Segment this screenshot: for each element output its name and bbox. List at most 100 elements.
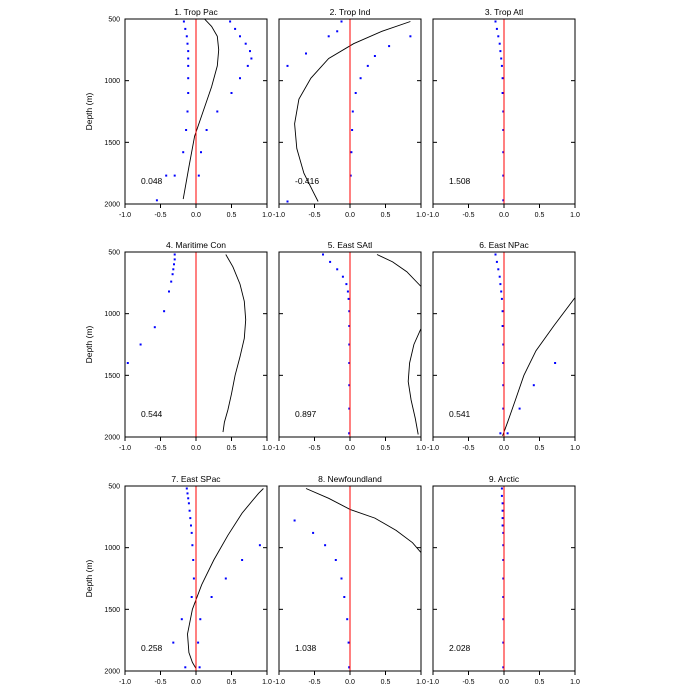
- panel-correlation-value: 0.544: [141, 409, 163, 419]
- data-point: [495, 260, 498, 263]
- data-point: [186, 492, 189, 495]
- y-tick-label: 1500: [104, 373, 120, 380]
- y-tick-label: 500: [108, 484, 120, 491]
- plot-area: [494, 252, 575, 437]
- data-point: [210, 596, 213, 598]
- x-tick-label: 0.5: [535, 445, 545, 452]
- x-tick-label: -1.0: [119, 679, 131, 686]
- chart-panel-7: 7. East SPac 0.258 -1.0 -0.5 0.0 0.5 1.0 500 100…: [84, 474, 272, 686]
- panel-title: 1. Trop Pac: [174, 7, 218, 17]
- chart-panel-9: 9. Arctic 2.028 -1.0 -0.5 0.0 0.5 1.0: [427, 474, 580, 686]
- data-point: [498, 275, 501, 278]
- data-point: [341, 275, 344, 278]
- data-point: [494, 253, 497, 256]
- data-point: [502, 343, 505, 346]
- data-point: [500, 487, 503, 490]
- profile-line: [222, 254, 247, 433]
- data-point: [351, 129, 354, 131]
- chart-panel-1: 1. Trop Pac 0.048 -1.0 -0.5 0.0 0.5 1.0 500 1000…: [84, 7, 272, 219]
- panel-title: 4. Maritime Con: [166, 240, 226, 250]
- data-point: [239, 35, 241, 38]
- data-point: [163, 310, 166, 313]
- data-point: [345, 283, 348, 286]
- data-point: [293, 519, 296, 522]
- data-point: [187, 497, 190, 500]
- data-point: [192, 559, 195, 561]
- x-tick-label: 0.5: [227, 212, 237, 219]
- y-tick-label: 500: [108, 250, 120, 257]
- data-point: [501, 502, 504, 505]
- x-tick-label: 0.5: [227, 445, 237, 452]
- data-point: [241, 559, 244, 561]
- data-point: [501, 524, 504, 527]
- y-tick-label: 500: [108, 17, 120, 24]
- y-tick-label: 2000: [104, 669, 120, 676]
- plot-area: [293, 486, 421, 671]
- profile-line: [187, 488, 264, 669]
- y-tick-label: 1500: [104, 140, 120, 147]
- x-tick-label: 0.0: [345, 445, 355, 452]
- data-point: [498, 42, 501, 45]
- x-tick-label: -1.0: [427, 212, 439, 219]
- plot-area: [155, 19, 253, 204]
- data-point: [327, 35, 330, 38]
- data-point: [351, 110, 354, 113]
- data-point: [184, 666, 187, 669]
- data-point: [172, 268, 175, 271]
- x-tick-label: 1.0: [570, 679, 580, 686]
- plot-area: [172, 486, 264, 671]
- x-tick-label: -0.5: [462, 445, 474, 452]
- plot-area: [322, 252, 421, 437]
- data-point: [224, 577, 227, 580]
- x-tick-label: 1.0: [262, 679, 272, 686]
- data-point: [366, 64, 369, 67]
- chart-panel-6: 6. East NPac 0.541 -1.0 -0.5 0.0 0.5 1.0: [427, 240, 580, 452]
- data-point: [348, 310, 351, 313]
- x-tick-label: 0.5: [381, 679, 391, 686]
- data-point: [329, 260, 332, 263]
- data-point: [494, 20, 497, 23]
- data-point: [506, 432, 509, 435]
- chart-panel-3: 3. Trop Atl 1.508 -1.0 -0.5 0.0 0.5 1.0: [427, 7, 580, 219]
- data-point: [497, 268, 500, 271]
- panel-correlation-value: -0.416: [295, 176, 319, 186]
- data-point: [187, 64, 190, 67]
- data-point: [187, 77, 190, 80]
- x-tick-label: -0.5: [154, 445, 166, 452]
- data-point: [286, 200, 289, 203]
- x-tick-label: -0.5: [462, 212, 474, 219]
- panel-title: 3. Trop Atl: [485, 7, 523, 17]
- panel-title: 8. Newfoundland: [318, 474, 382, 484]
- data-point: [190, 531, 193, 534]
- data-point: [500, 290, 503, 293]
- data-point: [139, 343, 142, 346]
- data-point: [199, 618, 202, 621]
- data-point: [500, 57, 503, 60]
- data-point: [185, 487, 188, 490]
- data-point: [340, 577, 343, 580]
- data-point: [502, 110, 505, 113]
- x-tick-label: -0.5: [308, 212, 320, 219]
- panel-correlation-value: 0.541: [449, 409, 471, 419]
- x-tick-label: -0.5: [308, 445, 320, 452]
- data-point: [501, 310, 504, 313]
- data-point: [126, 362, 129, 364]
- data-point: [502, 531, 505, 534]
- profile-line: [182, 19, 220, 200]
- y-axis-title: Depth (m): [84, 92, 94, 130]
- data-point: [197, 174, 200, 177]
- data-point: [153, 326, 156, 329]
- y-tick-label: 1000: [104, 78, 120, 85]
- x-tick-label: 0.5: [381, 445, 391, 452]
- data-point: [187, 57, 190, 60]
- data-point: [185, 35, 188, 38]
- x-tick-label: 0.0: [191, 212, 201, 219]
- data-point: [502, 174, 505, 177]
- data-point: [286, 64, 289, 67]
- chart-panel-5: 5. East SAtl 0.897 -1.0 -0.5 0.0 0.5 1.0: [273, 240, 426, 452]
- data-point: [172, 641, 175, 644]
- data-point: [184, 27, 187, 30]
- panel-correlation-value: 0.897: [295, 409, 317, 419]
- data-point: [348, 384, 351, 387]
